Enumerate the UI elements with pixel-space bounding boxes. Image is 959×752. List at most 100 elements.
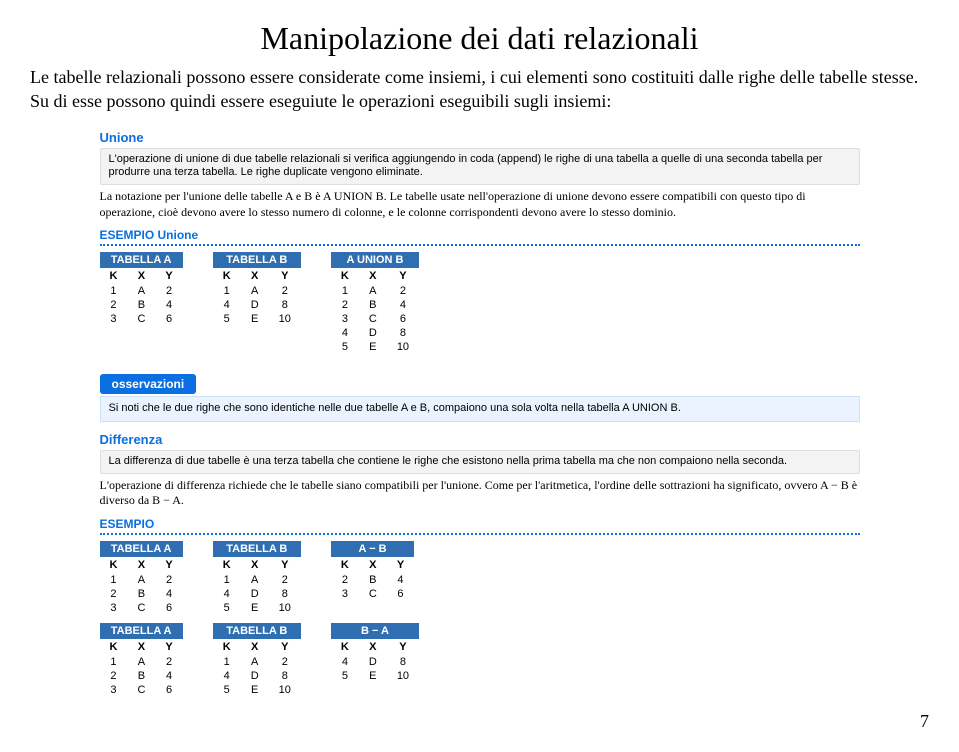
table-col-header: K — [100, 268, 128, 284]
table-cell: 2 — [100, 298, 128, 312]
intro-paragraph: Le tabelle relazionali possono essere co… — [30, 65, 929, 114]
table-cell: 1 — [100, 655, 128, 669]
table-cell: 2 — [100, 587, 128, 601]
unione-note: La notazione per l'unione delle tabelle … — [100, 189, 860, 220]
table-cell: 8 — [269, 587, 301, 601]
table-row: 3C6 — [331, 312, 419, 326]
table-row: 1A2 — [213, 655, 301, 669]
table-cell: B — [359, 573, 387, 587]
table-row: 1A2 — [100, 573, 183, 587]
table-row: 2B4 — [100, 669, 183, 683]
table-cell: 6 — [387, 587, 414, 601]
table-cell: A — [241, 573, 269, 587]
table-col-header: K — [213, 639, 241, 655]
table-cell: 8 — [387, 326, 419, 340]
tabella-b-minus-a: B − AKXY4D85E10 — [331, 623, 419, 697]
table-cell: B — [127, 669, 155, 683]
table-cell: 8 — [269, 298, 301, 312]
table-cell: 2 — [269, 284, 301, 298]
table-col-header: Y — [269, 639, 301, 655]
table-cell: C — [359, 312, 387, 326]
table-cell: 6 — [155, 312, 182, 326]
table-cell: 3 — [100, 312, 128, 326]
table-cell: D — [241, 298, 269, 312]
table-cell: C — [127, 601, 155, 615]
table-caption: TABELLA B — [213, 252, 301, 268]
page-title: Manipolazione dei dati relazionali — [30, 20, 929, 57]
table-cell: 1 — [213, 284, 241, 298]
table-row: 4D8 — [213, 298, 301, 312]
table-row: 4D8 — [213, 587, 301, 601]
table-col-header: K — [331, 268, 359, 284]
table-cell: 10 — [269, 601, 301, 615]
esempio-unione-label: ESEMPIO Unione — [100, 228, 860, 246]
table-cell: 3 — [100, 601, 128, 615]
table-col-header: Y — [387, 268, 419, 284]
table-row: 2B4 — [331, 573, 414, 587]
table-cell: 10 — [269, 312, 301, 326]
table-col-header: K — [100, 557, 128, 573]
table-col-header: X — [127, 557, 155, 573]
table-cell: 1 — [100, 284, 128, 298]
table-cell: A — [127, 655, 155, 669]
table-cell: A — [359, 284, 387, 298]
table-row: 3C6 — [100, 312, 183, 326]
table-col-header: X — [241, 268, 269, 284]
table-col-header: K — [100, 639, 128, 655]
table-cell: 2 — [100, 669, 128, 683]
table-row: 2B4 — [100, 298, 183, 312]
table-cell: 2 — [155, 573, 182, 587]
table-col-header: K — [331, 639, 359, 655]
tabella-a-minus-b: A − BKXY2B43C6 — [331, 541, 414, 615]
table-col-header: X — [127, 639, 155, 655]
table-row: 3C6 — [331, 587, 414, 601]
table-col-header: Y — [387, 639, 419, 655]
table-cell: E — [241, 312, 269, 326]
table-cell: 6 — [155, 683, 182, 697]
table-cell: D — [241, 669, 269, 683]
table-cell: 4 — [331, 655, 359, 669]
table-col-header: Y — [155, 557, 182, 573]
table-caption: A − B — [331, 541, 414, 557]
unione-definition: L'operazione di unione di due tabelle re… — [100, 148, 860, 186]
table-cell: D — [359, 326, 387, 340]
tabella-b-3: TABELLA BKXY1A24D85E10 — [213, 623, 301, 697]
table-col-header: Y — [269, 268, 301, 284]
table-cell: 4 — [213, 587, 241, 601]
table-col-header: Y — [387, 557, 414, 573]
table-col-header: X — [359, 639, 387, 655]
table-col-header: X — [359, 557, 387, 573]
table-cell: 4 — [213, 669, 241, 683]
tabella-b-2: TABELLA BKXY1A24D85E10 — [213, 541, 301, 615]
table-row: 2B4 — [331, 298, 419, 312]
table-caption: A UNION B — [331, 252, 419, 268]
table-cell: 6 — [155, 601, 182, 615]
table-cell: A — [241, 655, 269, 669]
table-row: 4D8 — [331, 655, 419, 669]
page-number: 7 — [30, 711, 929, 732]
table-cell: 4 — [331, 326, 359, 340]
table-cell: C — [127, 312, 155, 326]
table-cell: 2 — [155, 655, 182, 669]
table-col-header: K — [331, 557, 359, 573]
table-col-header: K — [213, 268, 241, 284]
table-cell: 4 — [387, 298, 419, 312]
table-cell: 4 — [155, 298, 182, 312]
tabella-a: TABELLA AKXY1A22B43C6 — [100, 252, 183, 354]
table-cell: 10 — [269, 683, 301, 697]
table-cell: E — [241, 683, 269, 697]
table-cell: A — [127, 284, 155, 298]
tabella-b: TABELLA BKXY 1A24D85E10 — [213, 252, 301, 354]
table-cell: 4 — [155, 587, 182, 601]
table-row: 1A2 — [213, 573, 301, 587]
table-cell: C — [127, 683, 155, 697]
table-cell: 3 — [331, 312, 359, 326]
table-caption: B − A — [331, 623, 419, 639]
table-cell: 10 — [387, 340, 419, 354]
table-row: 5E10 — [213, 312, 301, 326]
table-cell: A — [241, 284, 269, 298]
table-row: 1A2 — [100, 284, 183, 298]
table-col-header: K — [213, 557, 241, 573]
table-col-header: Y — [155, 268, 182, 284]
table-cell: D — [241, 587, 269, 601]
